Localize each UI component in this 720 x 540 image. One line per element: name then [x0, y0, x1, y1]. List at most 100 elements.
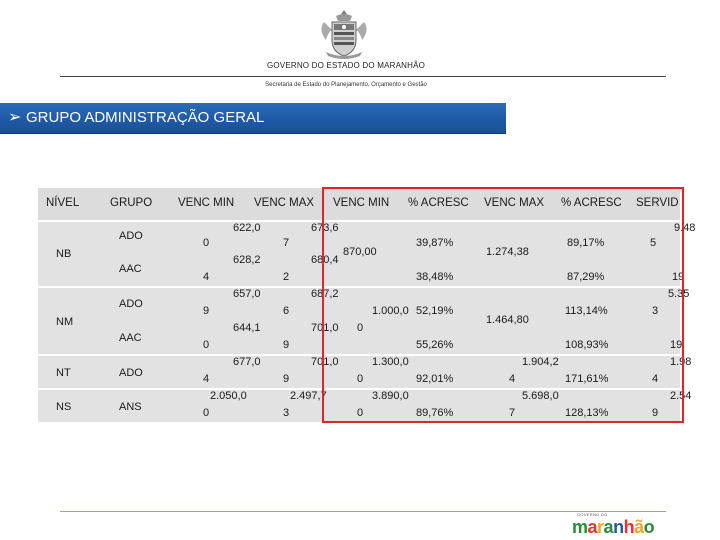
table-cell: 677,0: [233, 356, 261, 368]
table-cell: 89,17%: [567, 237, 605, 249]
logo-letter: h: [623, 517, 635, 537]
table-cell: 2.54: [670, 390, 692, 402]
row-separator: [38, 220, 680, 222]
table-cell: 0: [357, 407, 364, 419]
row-separator: [38, 388, 680, 390]
logo-caption: GOVERNO DO: [577, 512, 608, 517]
table-cell: 7: [283, 237, 290, 249]
logo-letter: a: [603, 517, 614, 537]
maranhao-logo: maranhão: [572, 517, 655, 538]
table-cell: 1.000,0: [372, 305, 409, 317]
table-cell: 39,87%: [416, 237, 454, 249]
table-cell: 0: [357, 373, 364, 385]
table-cell: 1.904,2: [522, 356, 559, 368]
table-cell: 52,19%: [416, 305, 454, 317]
table-cell: 4: [652, 373, 659, 385]
header-servid: SERVID: [636, 197, 679, 209]
table-cell: 4: [203, 271, 210, 283]
table-cell: 55,26%: [416, 339, 454, 351]
header-venc-max-1: VENC MAX: [254, 197, 315, 209]
table-cell: 0: [203, 339, 210, 351]
header-venc-min-2: VENC MIN: [333, 197, 390, 209]
nivel-nb: NB: [56, 248, 72, 260]
grupo-nm-aac: AAC: [119, 332, 142, 344]
table-cell: 3: [652, 305, 659, 317]
grupo-nb-aac: AAC: [119, 263, 142, 275]
table-cell: 5.35: [668, 288, 690, 300]
table-cell: 9: [283, 339, 290, 351]
table-cell: 2.050,0: [210, 390, 247, 402]
table-cell: 38,48%: [416, 271, 454, 283]
table-cell: 7: [509, 407, 516, 419]
footer-divider: [60, 511, 666, 512]
table-cell: 19: [672, 271, 685, 283]
nivel-ns: NS: [56, 401, 72, 413]
table-cell: 1.98: [670, 356, 692, 368]
header-nivel: NÍVEL: [46, 197, 80, 209]
table-cell: 701,0: [311, 356, 339, 368]
table-cell: 657,0: [233, 288, 261, 300]
table-cell: 113,14%: [565, 305, 608, 317]
table-cell: 1.274,38: [486, 246, 529, 258]
table-cell: 5.698,0: [522, 390, 559, 402]
table-cell: 9: [203, 305, 210, 317]
table-cell: 9: [283, 373, 290, 385]
table-cell: 1.464,80: [486, 314, 529, 326]
row-separator: [38, 354, 680, 356]
table-cell: 1.300,0: [372, 356, 409, 368]
logo-letter: ã: [634, 517, 644, 537]
table-cell: 9: [652, 407, 659, 419]
logo-letter: a: [587, 517, 598, 537]
logo-letter: m: [572, 517, 588, 537]
table-cell: 108,93%: [565, 339, 609, 351]
header-grupo: GRUPO: [110, 197, 153, 209]
header-acresc-2: % ACRESC: [561, 197, 622, 209]
salary-table: [38, 188, 680, 422]
table-cell: 19: [670, 339, 683, 351]
band-nm: [38, 320, 680, 356]
secretaria-subtitle: Secretaria de Estado do Planejamento, Or…: [265, 82, 427, 88]
table-cell: 0: [203, 407, 210, 419]
table-cell: 0: [357, 322, 364, 334]
table-cell: 680,4: [311, 254, 339, 266]
header-venc-min-1: VENC MIN: [178, 197, 235, 209]
band-nb: [38, 220, 680, 320]
header-venc-max-2: VENC MAX: [484, 197, 545, 209]
table-cell: 4: [203, 373, 210, 385]
band-ns: [38, 388, 680, 422]
table-cell: 89,76%: [416, 407, 454, 419]
table-cell: 0: [203, 237, 210, 249]
bullet-arrow-icon: ➢: [8, 109, 22, 126]
logo-letter: n: [613, 517, 624, 537]
table-cell: 687,2: [311, 288, 339, 300]
government-title: GOVERNO DO ESTADO DO MARANHÃO: [266, 61, 426, 70]
table-cell: 644,1: [233, 322, 261, 334]
highlight-frame: [322, 187, 684, 423]
table-cell: 2: [283, 271, 290, 283]
table-cell: 622,0: [233, 222, 261, 234]
table-cell: 870,00: [343, 246, 377, 258]
table-cell: 92,01%: [416, 373, 454, 385]
table-cell: 5: [650, 237, 657, 249]
coat-of-arms-icon: [321, 10, 367, 59]
grupo-nm-ado: ADO: [119, 298, 143, 310]
band-nt: [38, 356, 680, 388]
table-cell: 3: [283, 407, 290, 419]
grupo-nb-ado: ADO: [119, 230, 143, 242]
row-separator: [38, 286, 680, 288]
table-cell: 4: [509, 373, 516, 385]
table-cell: 673,6: [311, 222, 339, 234]
section-banner: [0, 103, 506, 134]
logo-letter: o: [643, 517, 655, 537]
table-cell: 6: [283, 305, 290, 317]
section-title: GRUPO ADMINISTRAÇÃO GERAL: [26, 109, 265, 126]
table-cell: 3.890,0: [372, 390, 409, 402]
table-cell: 9.48: [674, 222, 696, 234]
header-acresc-1: % ACRESC: [408, 197, 469, 209]
header-divider: [60, 76, 666, 77]
table-cell: 171,61%: [565, 373, 609, 385]
nivel-nm: NM: [56, 316, 74, 328]
table-cell: 628,2: [233, 254, 261, 266]
table-cell: 128,13%: [565, 407, 609, 419]
table-cell: 701,0: [311, 322, 339, 334]
